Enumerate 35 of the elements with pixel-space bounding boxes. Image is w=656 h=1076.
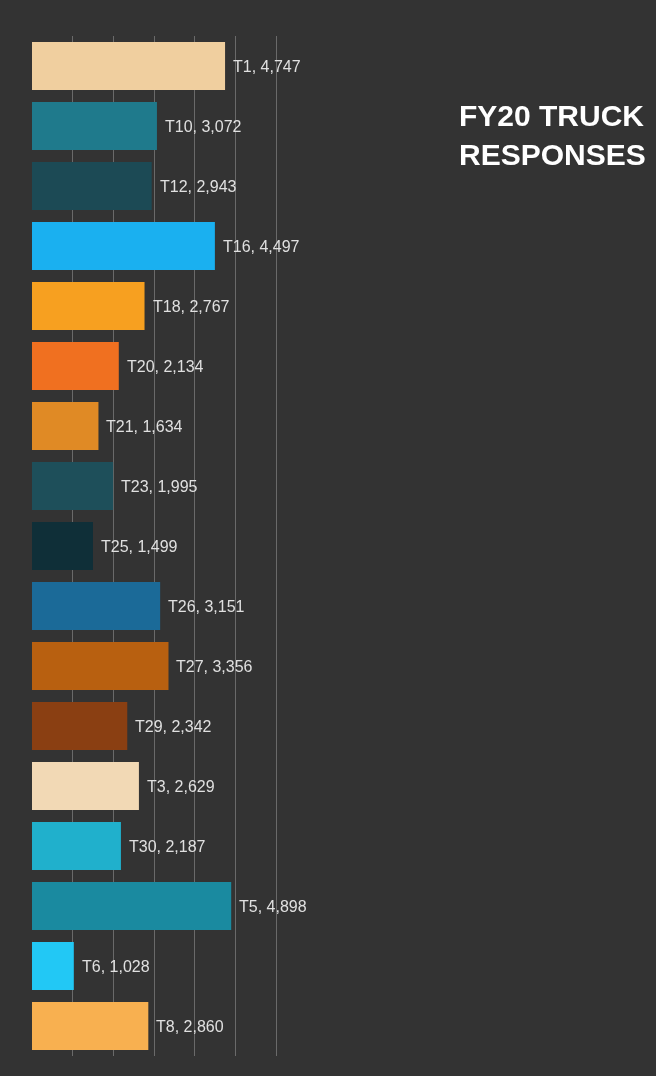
bar <box>32 222 215 270</box>
bar <box>32 282 145 330</box>
bar <box>32 42 226 90</box>
data-label: T3, 2,629 <box>147 778 215 795</box>
data-label: T25, 1,499 <box>101 538 178 555</box>
data-label: T27, 3,356 <box>176 658 253 675</box>
data-label: T1, 4,747 <box>233 58 301 75</box>
data-label: T21, 1,634 <box>106 418 183 435</box>
data-label: T10, 3,072 <box>165 118 242 135</box>
data-label: T23, 1,995 <box>121 478 198 495</box>
data-label: T5, 4,898 <box>239 898 307 915</box>
bar <box>32 702 128 750</box>
bar <box>32 462 114 510</box>
data-label: T18, 2,767 <box>153 298 230 315</box>
bar <box>32 942 74 990</box>
data-label: T16, 4,497 <box>223 238 300 255</box>
bar <box>32 342 119 390</box>
bar <box>32 762 139 810</box>
bar <box>32 642 169 690</box>
text: FY20 TRUCK RESPONSES <box>459 99 646 171</box>
data-label: T29, 2,342 <box>135 718 212 735</box>
bar <box>32 522 93 570</box>
bar <box>32 162 152 210</box>
data-label: T20, 2,134 <box>127 358 204 375</box>
data-label: T30, 2,187 <box>129 838 206 855</box>
data-label: T6, 1,028 <box>82 958 150 975</box>
data-label: T8, 2,860 <box>156 1018 224 1035</box>
data-label: T12, 2,943 <box>160 178 237 195</box>
bar <box>32 102 157 150</box>
bar <box>32 882 232 930</box>
data-label: T26, 3,151 <box>168 598 245 615</box>
bar <box>32 1002 149 1050</box>
bar <box>32 402 99 450</box>
bar <box>32 582 161 630</box>
bar <box>32 822 121 870</box>
